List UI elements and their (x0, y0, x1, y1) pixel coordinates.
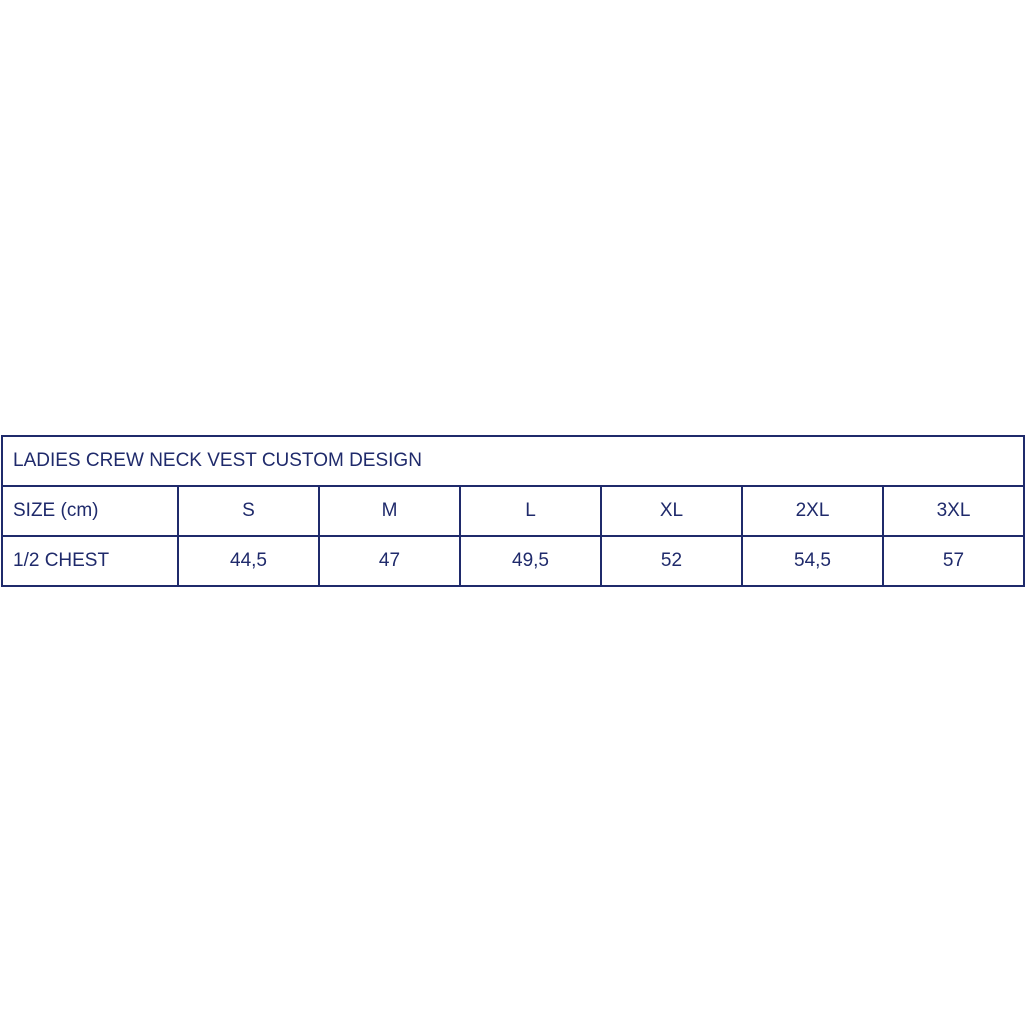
table-cell: 3XL (882, 485, 1025, 537)
table-cell: 47 (318, 535, 461, 587)
row-label: SIZE (cm) (1, 485, 179, 537)
row-label: 1/2 CHEST (1, 535, 179, 587)
header-row: SIZE (cm) S M L XL 2XL 3XL (1, 485, 1025, 537)
table-cell: 44,5 (177, 535, 320, 587)
table-cell: L (459, 485, 602, 537)
table-cell: 52 (600, 535, 743, 587)
table-cell: XL (600, 485, 743, 537)
table-cell: 57 (882, 535, 1025, 587)
table-cell: M (318, 485, 461, 537)
table-cell: S (177, 485, 320, 537)
table-cell: 2XL (741, 485, 884, 537)
table-cell: 49,5 (459, 535, 602, 587)
title-row: LADIES CREW NECK VEST CUSTOM DESIGN (1, 435, 1025, 487)
table-cell: 54,5 (741, 535, 884, 587)
table-title: LADIES CREW NECK VEST CUSTOM DESIGN (1, 435, 1025, 487)
table-row: 1/2 CHEST 44,5 47 49,5 52 54,5 57 (1, 535, 1025, 587)
size-chart-table: LADIES CREW NECK VEST CUSTOM DESIGN SIZE… (1, 435, 1025, 587)
